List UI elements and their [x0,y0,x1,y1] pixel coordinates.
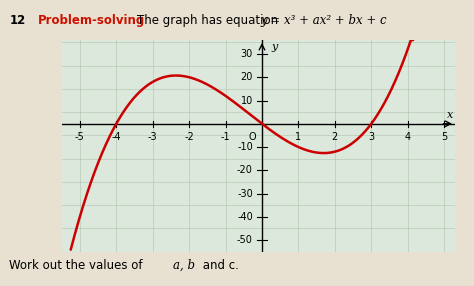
Text: -1: -1 [221,132,230,142]
Text: -4: -4 [111,132,121,142]
Text: -2: -2 [184,132,194,142]
Text: -30: -30 [237,188,253,198]
Text: 30: 30 [241,49,253,59]
Text: a, b: a, b [173,259,195,272]
Text: and c.: and c. [199,259,239,272]
Text: -5: -5 [75,132,85,142]
Text: -50: -50 [237,235,253,245]
Text: -3: -3 [148,132,157,142]
Text: y: y [271,42,277,52]
Text: -40: -40 [237,212,253,222]
Text: 10: 10 [241,96,253,106]
Text: 5: 5 [441,132,447,142]
Text: -20: -20 [237,165,253,175]
Text: -10: -10 [237,142,253,152]
Text: The graph has equation: The graph has equation [137,13,283,27]
Text: y = x³ + ax² + bx + c: y = x³ + ax² + bx + c [261,13,387,27]
Text: O: O [249,132,256,142]
Text: Work out the values of: Work out the values of [9,259,147,272]
Text: 4: 4 [405,132,411,142]
Text: Problem-solving: Problem-solving [38,13,145,27]
Text: x: x [447,110,453,120]
Text: 12: 12 [9,13,26,27]
Text: 1: 1 [295,132,301,142]
Text: 3: 3 [368,132,374,142]
Text: 20: 20 [240,72,253,82]
Text: 2: 2 [332,132,338,142]
